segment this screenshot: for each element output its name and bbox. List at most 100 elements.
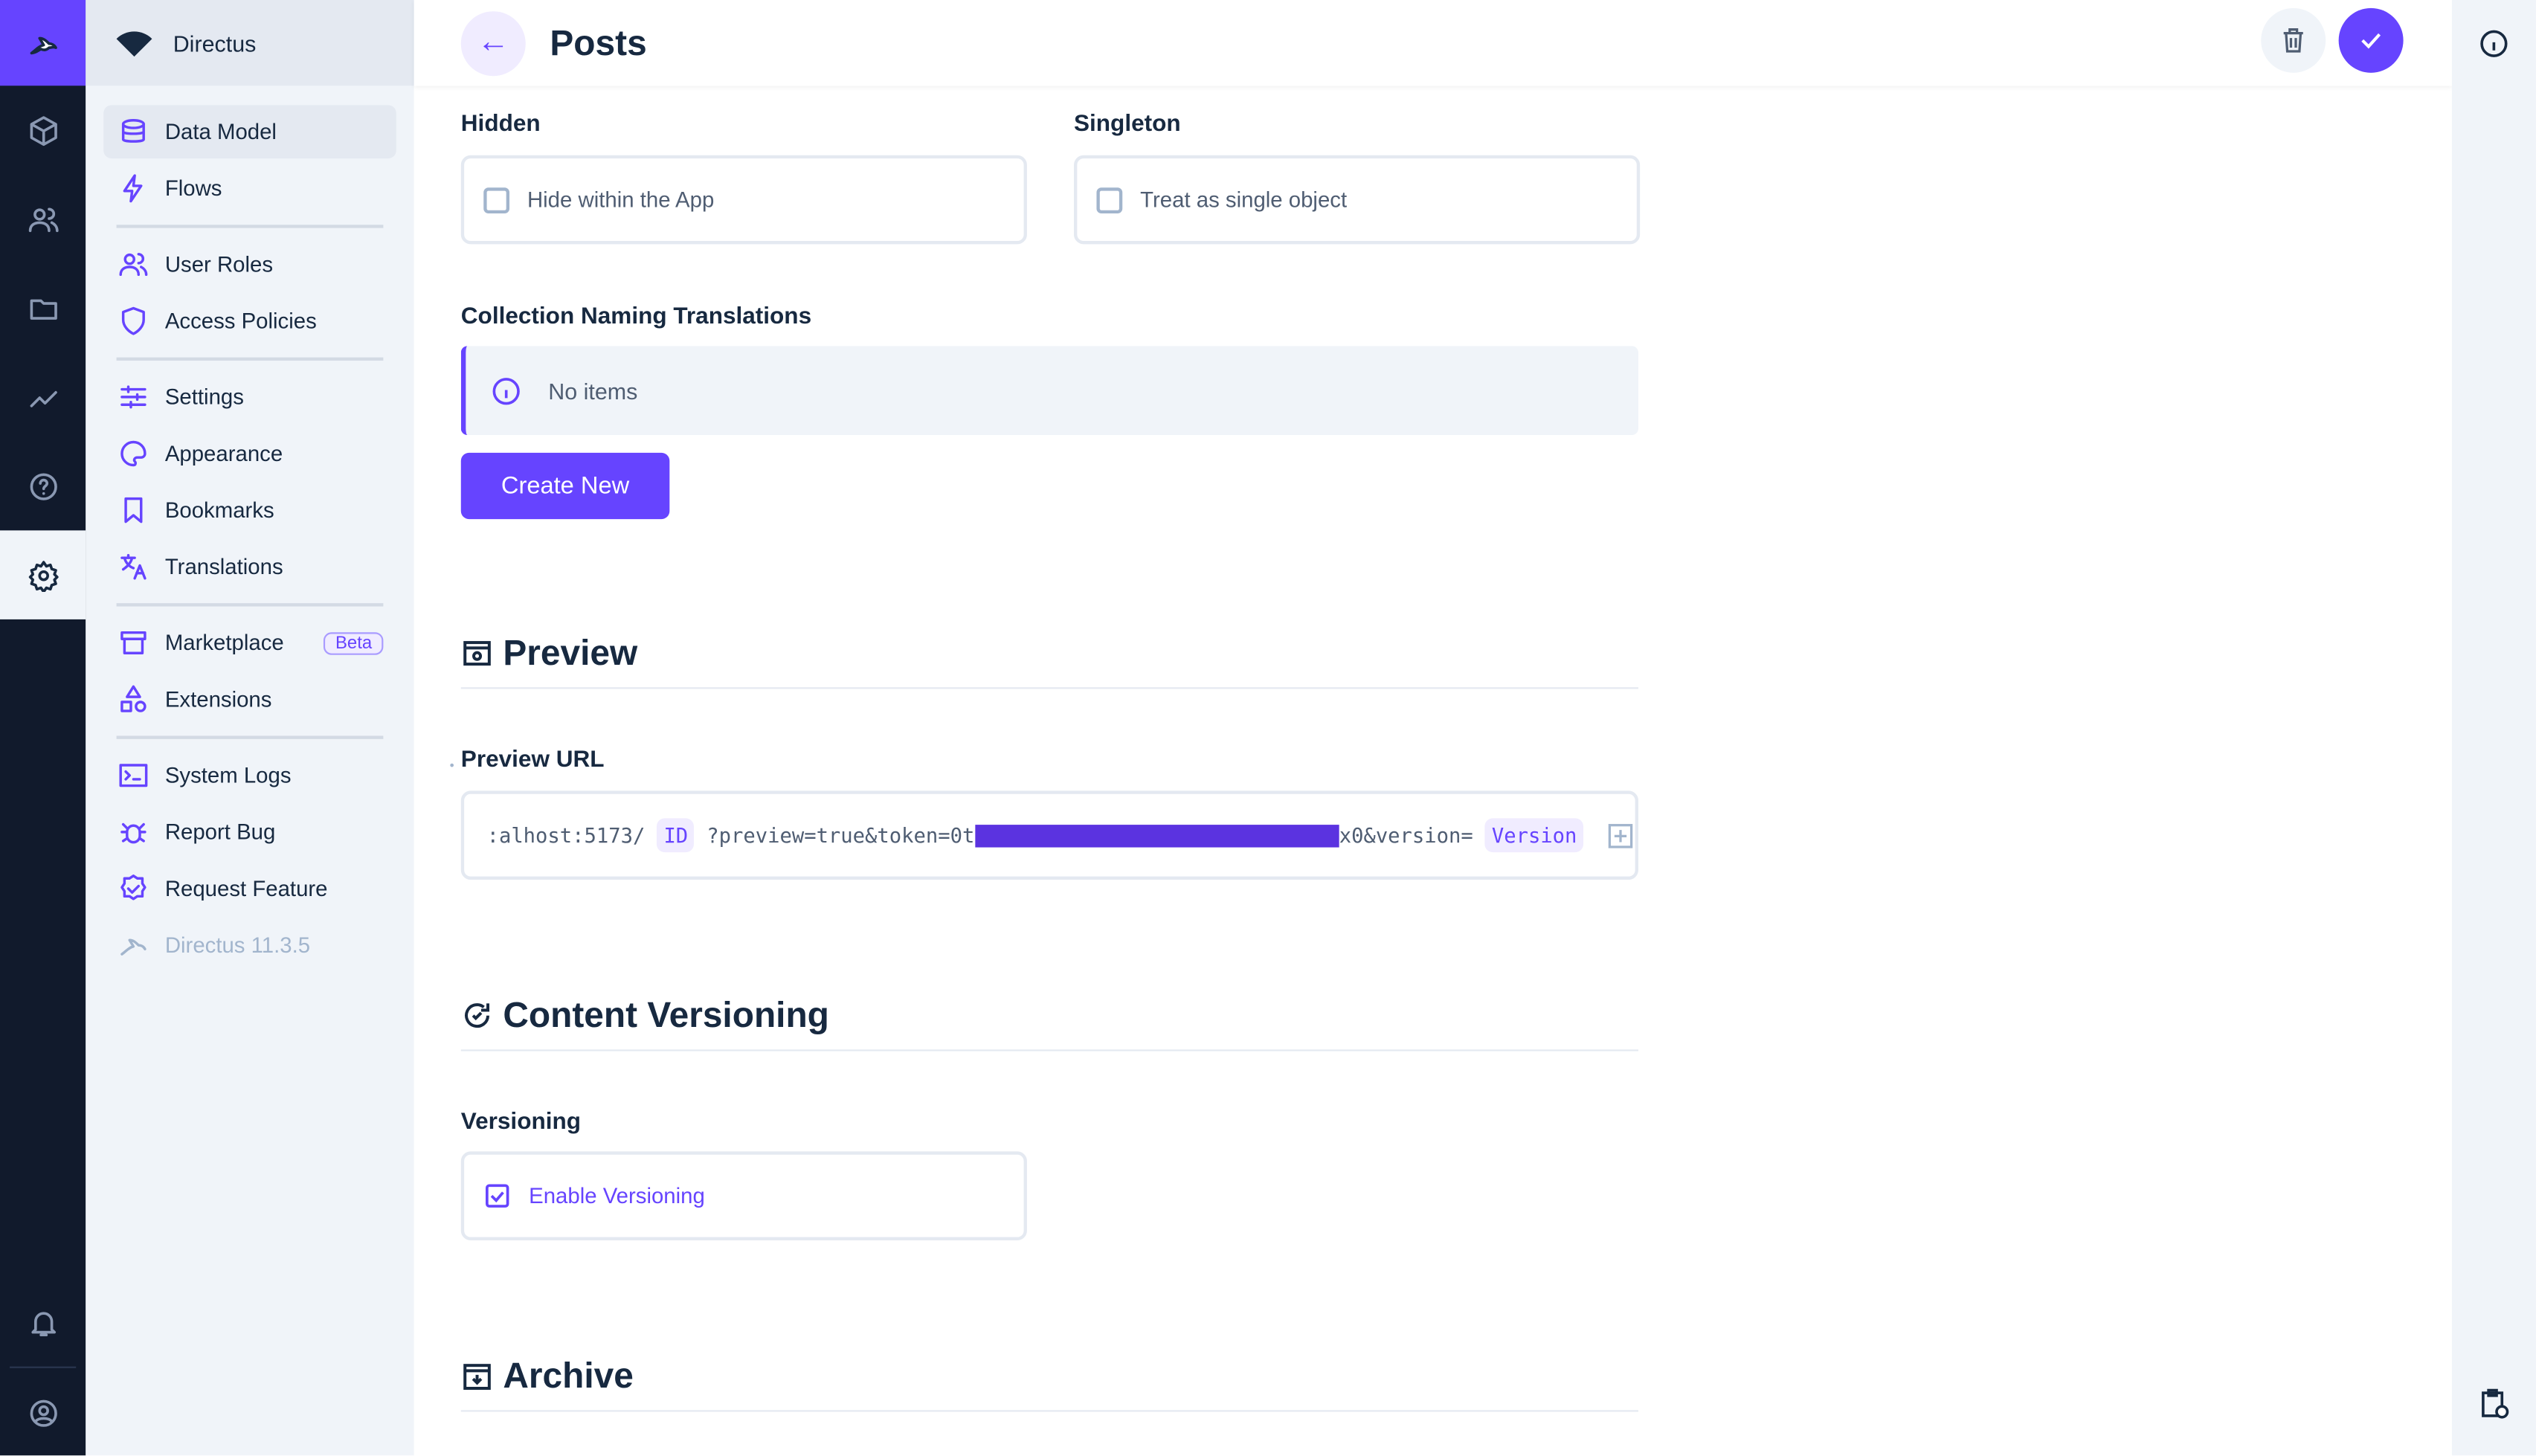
nav-label: Extensions	[164, 687, 272, 712]
bookmark-icon	[124, 497, 143, 524]
no-items-notice: No items	[460, 346, 1638, 435]
trash-icon	[2283, 28, 2303, 53]
shield-icon	[121, 306, 145, 335]
nav-item-user-roles[interactable]: User Roles	[103, 238, 396, 291]
nav-item-appearance[interactable]: Appearance	[103, 427, 396, 480]
nav-item-extensions[interactable]: Extensions	[103, 673, 396, 727]
nav-label: Settings	[164, 384, 244, 410]
nav-item-translations[interactable]: Translations	[103, 540, 396, 593]
info-icon	[492, 377, 520, 405]
info-icon[interactable]	[2452, 0, 2536, 86]
nav-item-marketplace[interactable]: Marketplace Beta	[103, 616, 396, 670]
page-title: Posts	[550, 22, 647, 62]
required-indicator: •	[449, 758, 454, 773]
singleton-checkbox[interactable]: Treat as single object	[1074, 155, 1641, 245]
nav-label: Report Bug	[164, 819, 276, 845]
section-title: Archive	[503, 1354, 634, 1395]
beta-badge: Beta	[324, 631, 384, 654]
checkbox-icon	[483, 187, 510, 213]
hidden-label: Hidden	[460, 112, 541, 138]
nav-label: Marketplace	[164, 631, 284, 655]
project-logo-icon	[116, 30, 152, 57]
nav-label: Translations	[164, 554, 283, 579]
user-avatar-icon[interactable]	[0, 1368, 86, 1456]
check-icon	[2361, 33, 2381, 49]
nav-label: Access Policies	[164, 309, 317, 333]
divider	[116, 225, 384, 228]
header-bar: ← Posts	[414, 0, 2452, 86]
redacted-token	[974, 824, 1339, 847]
divider	[116, 735, 384, 739]
nav-label: User Roles	[164, 252, 274, 277]
nav-label: System Logs	[164, 763, 292, 788]
save-button[interactable]	[2338, 7, 2404, 73]
shapes-icon	[120, 685, 147, 712]
content-cube-icon[interactable]	[0, 86, 86, 175]
nav-item-settings[interactable]: Settings	[103, 370, 396, 424]
translate-icon	[120, 554, 147, 580]
nav-item-access-policies[interactable]: Access Policies	[103, 294, 396, 348]
bolt-icon	[123, 174, 143, 203]
section-title: Content Versioning	[503, 993, 829, 1034]
hidden-checkbox[interactable]: Hide within the App	[460, 155, 1027, 245]
versioning-label: Versioning	[460, 1109, 582, 1136]
nav-item-request-feature[interactable]: Request Feature	[103, 862, 396, 915]
terminal-icon	[119, 764, 148, 787]
folder-icon[interactable]	[0, 263, 86, 352]
nav-label: Data Model	[164, 119, 277, 144]
versioning-icon	[465, 1002, 490, 1027]
preview-section-title: Preview	[460, 618, 1638, 689]
palette-icon	[120, 440, 147, 467]
directus-logo-icon	[120, 938, 147, 956]
checkbox-label: Treat as single object	[1140, 187, 1348, 212]
help-icon[interactable]	[0, 442, 86, 531]
nav-label: Request Feature	[164, 876, 328, 901]
insights-icon[interactable]	[0, 352, 86, 442]
versioning-section-title: Content Versioning	[460, 980, 1638, 1051]
store-icon	[120, 631, 147, 654]
url-text: ?preview=true&token=0t	[707, 822, 975, 848]
url-text: :alhost:5173/	[486, 822, 646, 848]
module-bar	[0, 0, 86, 1456]
divider	[10, 1366, 77, 1368]
nav-item-system-logs[interactable]: System Logs	[103, 749, 396, 802]
back-button[interactable]: ←	[460, 10, 526, 76]
url-text: x0&version=	[1339, 822, 1473, 848]
divider	[116, 357, 384, 361]
delete-button[interactable]	[2261, 7, 2326, 73]
checkbox-checked-icon	[486, 1184, 509, 1208]
archive-icon	[463, 1363, 491, 1389]
nav-item-report-bug[interactable]: Report Bug	[103, 805, 396, 859]
settings-gear-icon[interactable]	[0, 530, 86, 619]
settings-navigation: Directus Data Model Flows User Roles Acc…	[86, 0, 414, 1456]
directus-logo-icon[interactable]	[0, 0, 86, 86]
users-icon[interactable]	[0, 175, 86, 264]
bell-icon[interactable]	[0, 1278, 86, 1367]
users-icon	[119, 253, 148, 277]
revisions-icon[interactable]	[2452, 1388, 2536, 1420]
enable-versioning-checkbox[interactable]: Enable Versioning	[460, 1151, 1027, 1240]
project-name: Directus	[173, 30, 257, 57]
checkbox-label: Enable Versioning	[529, 1183, 705, 1208]
nav-item-data-model[interactable]: Data Model	[103, 105, 396, 159]
preview-icon	[463, 640, 491, 665]
preview-url-label: Preview URL	[460, 747, 605, 773]
singleton-label: Singleton	[1074, 112, 1181, 138]
translations-label: Collection Naming Translations	[460, 303, 812, 330]
archive-section-title: Archive	[460, 1341, 1638, 1412]
nav-item-bookmarks[interactable]: Bookmarks	[103, 483, 396, 537]
create-new-button[interactable]: Create New	[460, 452, 670, 520]
nav-label: Appearance	[164, 441, 283, 466]
nav-label: Bookmarks	[164, 497, 274, 523]
version-chip[interactable]: Version	[1485, 818, 1584, 853]
id-chip[interactable]: ID	[657, 818, 695, 853]
section-title: Preview	[503, 631, 638, 672]
project-switcher[interactable]: Directus	[86, 0, 414, 86]
add-field-icon[interactable]	[1606, 821, 1635, 850]
divider	[116, 603, 384, 607]
preview-url-input[interactable]: :alhost:5173/ ID ?preview=true&token=0t x…	[460, 790, 1638, 880]
sliders-icon	[120, 385, 147, 409]
nav-item-flows[interactable]: Flows	[103, 161, 396, 215]
verified-icon	[120, 874, 147, 901]
version-info[interactable]: Directus 11.3.5	[103, 918, 396, 972]
